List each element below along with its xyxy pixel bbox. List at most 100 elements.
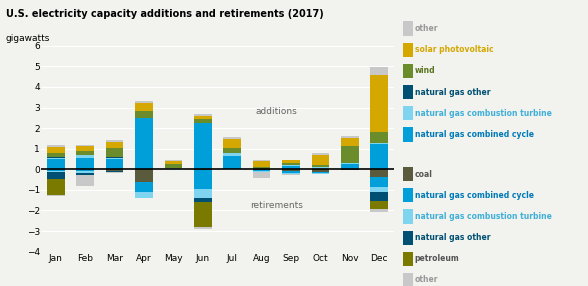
Bar bbox=[106, 142, 123, 148]
Bar bbox=[370, 201, 388, 209]
Bar bbox=[47, 157, 65, 158]
Bar bbox=[282, 163, 300, 165]
Bar bbox=[253, 161, 270, 167]
Bar bbox=[106, 140, 123, 142]
Bar bbox=[106, 159, 123, 169]
Bar bbox=[312, 153, 329, 155]
Bar bbox=[194, 116, 212, 119]
Bar bbox=[47, 178, 65, 195]
Bar bbox=[165, 161, 182, 164]
Bar bbox=[370, 192, 388, 201]
Bar bbox=[194, 189, 212, 198]
Bar bbox=[370, 132, 388, 142]
Bar bbox=[282, 169, 300, 171]
Bar bbox=[341, 136, 359, 138]
Bar bbox=[341, 163, 359, 164]
Bar bbox=[370, 142, 388, 144]
Bar bbox=[135, 101, 153, 104]
Bar bbox=[76, 146, 94, 151]
Text: U.S. electricity capacity additions and retirements (2017): U.S. electricity capacity additions and … bbox=[6, 9, 323, 19]
Bar bbox=[370, 209, 388, 212]
Bar bbox=[370, 187, 388, 192]
Bar bbox=[282, 165, 300, 166]
Bar bbox=[253, 169, 270, 170]
Text: other: other bbox=[415, 24, 438, 33]
Bar bbox=[106, 148, 123, 157]
Bar bbox=[47, 169, 65, 171]
Bar bbox=[282, 160, 300, 163]
Bar bbox=[76, 158, 94, 169]
Bar bbox=[106, 157, 123, 158]
Text: natural gas combined cycle: natural gas combined cycle bbox=[415, 130, 533, 139]
Bar bbox=[47, 171, 65, 172]
Bar bbox=[47, 195, 65, 196]
Bar bbox=[76, 173, 94, 176]
Bar bbox=[47, 172, 65, 178]
Bar bbox=[282, 166, 300, 169]
Text: additions: additions bbox=[255, 107, 298, 116]
Bar bbox=[135, 192, 153, 198]
Text: natural gas combustion turbine: natural gas combustion turbine bbox=[415, 212, 552, 221]
Bar bbox=[282, 171, 300, 173]
Bar bbox=[341, 164, 359, 169]
Bar bbox=[47, 158, 65, 159]
Text: solar photovoltaic: solar photovoltaic bbox=[415, 45, 493, 54]
Bar bbox=[223, 140, 241, 148]
Bar bbox=[194, 114, 212, 116]
Bar bbox=[194, 227, 212, 229]
Bar bbox=[135, 118, 153, 169]
Bar bbox=[76, 155, 94, 158]
Text: natural gas other: natural gas other bbox=[415, 88, 490, 97]
Bar bbox=[312, 172, 329, 173]
Bar bbox=[165, 160, 182, 161]
Bar bbox=[135, 104, 153, 111]
Bar bbox=[76, 151, 94, 155]
Bar bbox=[194, 170, 212, 189]
Bar bbox=[76, 176, 94, 186]
Bar bbox=[165, 164, 182, 168]
Bar bbox=[370, 176, 388, 187]
Bar bbox=[312, 165, 329, 167]
Bar bbox=[194, 169, 212, 170]
Bar bbox=[76, 169, 94, 171]
Bar bbox=[253, 167, 270, 169]
Bar bbox=[194, 198, 212, 202]
Bar bbox=[341, 169, 359, 170]
Bar bbox=[47, 159, 65, 169]
Bar bbox=[135, 169, 153, 182]
Bar bbox=[106, 172, 123, 173]
Bar bbox=[106, 158, 123, 159]
Bar bbox=[194, 202, 212, 227]
Bar bbox=[253, 171, 270, 172]
Bar bbox=[341, 146, 359, 163]
Bar bbox=[47, 153, 65, 157]
Bar bbox=[194, 123, 212, 169]
Text: wind: wind bbox=[415, 66, 435, 76]
Bar bbox=[282, 173, 300, 174]
Text: natural gas other: natural gas other bbox=[415, 233, 490, 242]
Text: natural gas combined cycle: natural gas combined cycle bbox=[415, 191, 533, 200]
Bar bbox=[253, 170, 270, 171]
Bar bbox=[47, 145, 65, 147]
Bar bbox=[165, 168, 182, 169]
Bar bbox=[312, 155, 329, 165]
Bar bbox=[106, 169, 123, 171]
Bar bbox=[253, 172, 270, 178]
Bar bbox=[135, 182, 153, 192]
Text: petroleum: petroleum bbox=[415, 254, 459, 263]
Bar bbox=[370, 67, 388, 75]
Bar bbox=[135, 111, 153, 118]
Text: other: other bbox=[415, 275, 438, 285]
Text: natural gas combustion turbine: natural gas combustion turbine bbox=[415, 109, 552, 118]
Bar bbox=[370, 144, 388, 169]
Bar bbox=[223, 137, 241, 140]
Bar bbox=[253, 160, 270, 161]
Bar bbox=[370, 169, 388, 176]
Bar bbox=[312, 173, 329, 174]
Text: retirements: retirements bbox=[250, 201, 303, 210]
Text: coal: coal bbox=[415, 170, 432, 179]
Bar bbox=[223, 156, 241, 169]
Bar bbox=[76, 171, 94, 173]
Bar bbox=[282, 174, 300, 176]
Bar bbox=[312, 167, 329, 169]
